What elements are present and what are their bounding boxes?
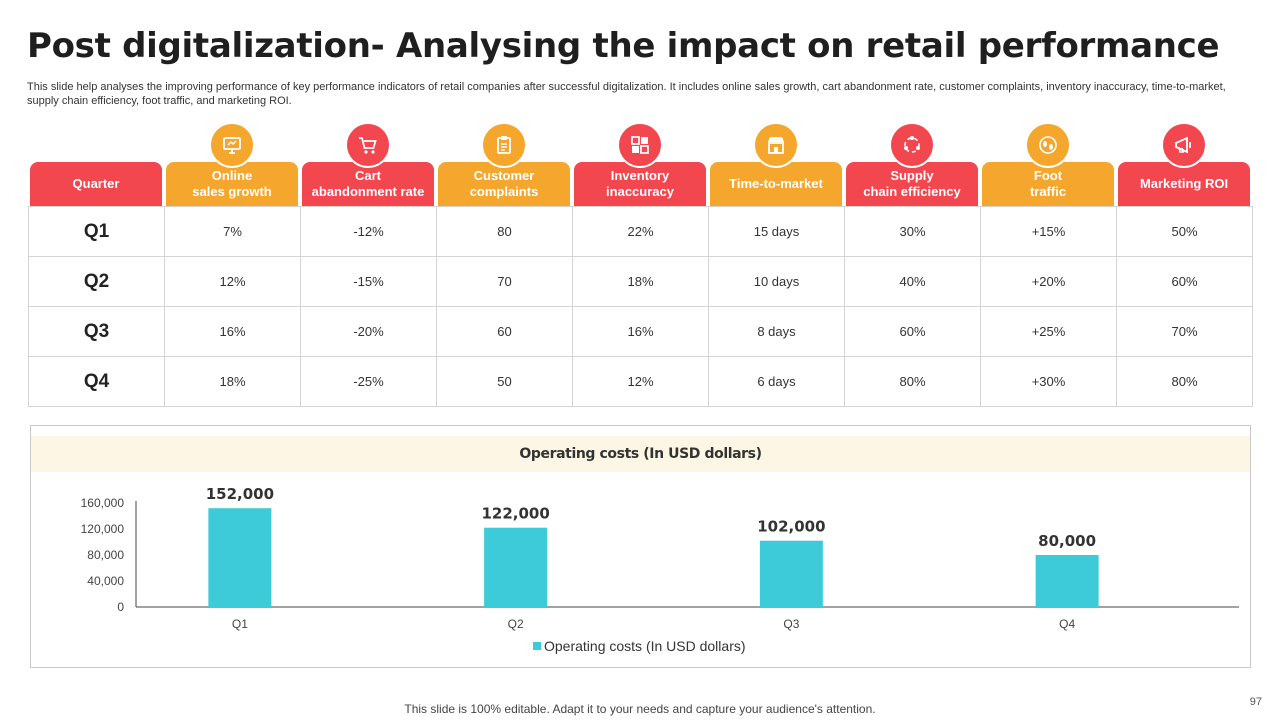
- chart-title: Operating costs (In USD dollars): [31, 436, 1250, 472]
- table-cell: 16%: [572, 306, 709, 357]
- computer-icon: [209, 122, 255, 168]
- table-cell: +30%: [980, 356, 1117, 407]
- x-tick-label: Q2: [508, 617, 524, 631]
- bar-q3: [759, 540, 823, 607]
- supply-chain-icon: [889, 122, 935, 168]
- clipboard-icon: [481, 122, 527, 168]
- header-cell-8: Marketing ROI: [1118, 162, 1250, 206]
- table-row: Q3 16% -20% 60 16% 8 days 60% +25% 70%: [28, 306, 1253, 357]
- table-cell: 12%: [572, 356, 709, 407]
- y-tick-label: 40,000: [87, 574, 124, 588]
- shopping-cart-icon: [345, 122, 391, 168]
- header-cell-0: Quarter: [30, 162, 162, 206]
- page-number: 97: [1249, 696, 1262, 708]
- table-cell: +15%: [980, 206, 1117, 257]
- y-tick-label: 120,000: [81, 522, 125, 536]
- table-row: Q2 12% -15% 70 18% 10 days 40% +20% 60%: [28, 256, 1253, 307]
- legend-swatch: [533, 642, 541, 650]
- table-cell: 16%: [164, 306, 301, 357]
- table-cell: 50: [436, 356, 573, 407]
- data-label: 80,000: [1038, 532, 1096, 550]
- table-cell: 10 days: [708, 256, 845, 307]
- table-cell: 22%: [572, 206, 709, 257]
- table-cell: 18%: [572, 256, 709, 307]
- data-label: 122,000: [481, 505, 549, 523]
- bar-q1: [208, 508, 272, 607]
- quarter-cell: Q2: [28, 256, 165, 307]
- table-cell: +25%: [980, 306, 1117, 357]
- table-cell: 70%: [1116, 306, 1253, 357]
- table-header-row: Quarter Online sales growth Cart abandonme…: [30, 122, 1250, 206]
- table-cell: 8 days: [708, 306, 845, 357]
- operating-costs-chart: Operating costs (In USD dollars) 0 40,000…: [30, 425, 1251, 668]
- table-cell: 40%: [844, 256, 981, 307]
- table-cell: -25%: [300, 356, 437, 407]
- x-tick-label: Q3: [783, 617, 799, 631]
- kpi-table: Q1 7% -12% 80 22% 15 days 30% +15% 50% Q2 12% -15% 7…: [28, 206, 1253, 407]
- footer-note: This slide is 100% editable. Adapt it to…: [404, 702, 876, 716]
- data-label: 102,000: [757, 518, 825, 536]
- header-cell-1: Online sales growth: [166, 162, 298, 206]
- legend-label: Operating costs (In USD dollars): [544, 638, 746, 654]
- quarter-cell: Q1: [28, 206, 165, 257]
- table-cell: 60%: [1116, 256, 1253, 307]
- table-cell: 15 days: [708, 206, 845, 257]
- table-cell: -12%: [300, 206, 437, 257]
- table-cell: 50%: [1116, 206, 1253, 257]
- bar-q4: [1035, 555, 1099, 607]
- x-tick-label: Q4: [1059, 617, 1075, 631]
- bar-q2: [484, 527, 548, 607]
- slide-description: This slide help analyses the improving p…: [27, 81, 1226, 107]
- table-cell: 6 days: [708, 356, 845, 407]
- table-cell: 70: [436, 256, 573, 307]
- table-cell: +20%: [980, 256, 1117, 307]
- x-tick-label: Q1: [232, 617, 248, 631]
- store-icon: [753, 122, 799, 168]
- quarter-cell: Q4: [28, 356, 165, 407]
- inventory-icon: [617, 122, 663, 168]
- table-cell: 80%: [844, 356, 981, 407]
- table-cell: 7%: [164, 206, 301, 257]
- table-cell: -15%: [300, 256, 437, 307]
- header-cell-6: Supply chain efficiency: [846, 162, 978, 206]
- quarter-cell: Q3: [28, 306, 165, 357]
- header-cell-3: Customer complaints: [438, 162, 570, 206]
- table-cell: 12%: [164, 256, 301, 307]
- footsteps-icon: [1025, 122, 1071, 168]
- table-cell: 60%: [844, 306, 981, 357]
- table-cell: 80: [436, 206, 573, 257]
- table-cell: 18%: [164, 356, 301, 407]
- table-cell: 80%: [1116, 356, 1253, 407]
- y-tick-label: 80,000: [87, 548, 124, 562]
- y-tick-label: 0: [117, 600, 124, 614]
- header-cell-5: Time-to-market: [710, 162, 842, 206]
- header-cell-4: Inventory inaccuracy: [574, 162, 706, 206]
- marketing-icon: [1161, 122, 1207, 168]
- header-cell-2: Cart abandonment rate: [302, 162, 434, 206]
- data-label: 152,000: [206, 485, 274, 503]
- table-cell: 30%: [844, 206, 981, 257]
- header-cell-7: Foot traffic: [982, 162, 1114, 206]
- table-cell: -20%: [300, 306, 437, 357]
- page-title: Post digitalization- Analysing the impac…: [27, 26, 1220, 66]
- table-row: Q1 7% -12% 80 22% 15 days 30% +15% 50%: [28, 206, 1253, 257]
- y-tick-label: 160,000: [81, 496, 125, 510]
- table-row: Q4 18% -25% 50 12% 6 days 80% +30% 80%: [28, 356, 1253, 407]
- bar-chart-canvas: 0 40,000 80,000 120,000 160,000 152,000 Q1 122,…: [81, 485, 1239, 654]
- table-cell: 60: [436, 306, 573, 357]
